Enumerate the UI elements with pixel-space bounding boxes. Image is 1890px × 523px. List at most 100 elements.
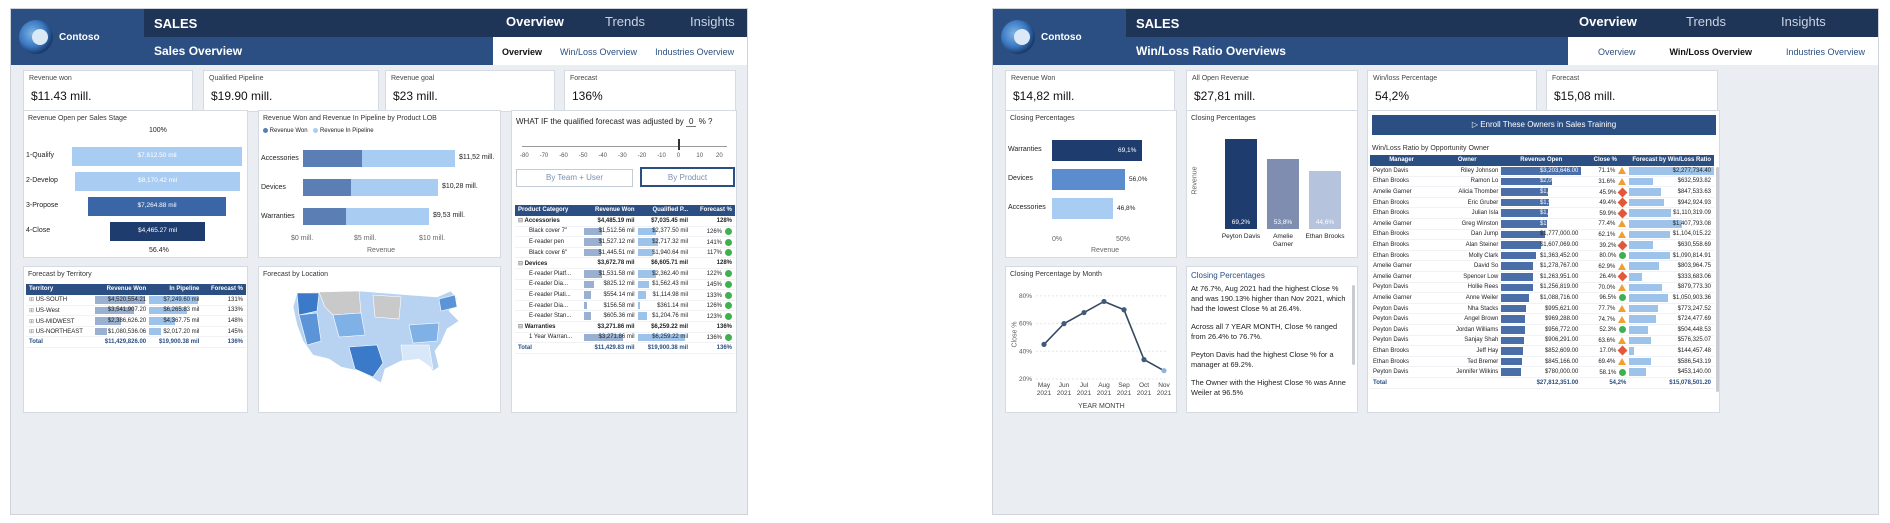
table-row[interactable]: E-reader pen $1,527.12 mil $2,717.32 mil 14… (515, 236, 735, 248)
table-row[interactable]: ⊟ Accessories $4,485.19 mil $7,035.45 mil 1… (515, 215, 735, 227)
col-header[interactable]: Forecast % (202, 284, 246, 295)
lob-bar-won[interactable] (303, 208, 346, 225)
table-row[interactable]: Amelie Garner David So $1,278,767.00 62.9% $… (1370, 260, 1714, 273)
table-row[interactable]: E-reader Dia... $156.58 mil $361.14 mil 126… (515, 300, 735, 312)
table-row[interactable]: Ethan Brooks Julian Isla $1,853,621.00 59.9… (1370, 207, 1714, 220)
col-header[interactable]: Revenue Won (584, 205, 638, 216)
table-row[interactable]: E-reader Stan... $605.36 mil $1,204.76 mil… (515, 310, 735, 323)
col-header[interactable]: Owner (1433, 155, 1502, 166)
table-row[interactable]: ⊟ Devices $3,672.78 mil $6,605.71 mil 128% (515, 257, 735, 270)
subnav-winloss[interactable]: Win/Loss Overview (1669, 47, 1752, 57)
table-row[interactable]: Peyton Davis Jennifer Wilkins $780,000.00 5… (1370, 366, 1714, 378)
lob-bar-pipeline[interactable] (346, 208, 429, 225)
line-point[interactable] (1121, 307, 1127, 313)
lob-bar-won[interactable] (303, 179, 351, 196)
line-point[interactable] (1101, 298, 1107, 305)
table-row[interactable]: ⊟ Warranties $3,271.86 mil $6,259.22 mil 13… (515, 321, 735, 333)
table-row[interactable]: ⊞ US-MIDWEST $2,386,626.20 $4,367.75 mil 14… (26, 315, 246, 327)
table-row[interactable]: E-reader Dia... $825.12 mil $1,562.43 mil 1… (515, 279, 735, 291)
expand-icon[interactable]: ⊟ (518, 218, 525, 225)
table-row[interactable]: Amelie Garner Anne Weiler $1,088,716.00 96.… (1370, 292, 1714, 304)
lob-bar-won[interactable] (303, 150, 362, 167)
table-row[interactable]: Ethan Brooks Jeff Hay $852,609.00 17.0% $144… (1370, 345, 1714, 357)
table-row[interactable]: ⊞ US-NORTHEAST $1,080,536.06 $2,017.20 mil… (26, 326, 246, 338)
table-row[interactable]: Ethan Brooks Dan Jump $1,777,000.00 62.1% $1… (1370, 229, 1714, 241)
nav-tab-insights[interactable]: Insights (1781, 14, 1826, 29)
col-header[interactable]: Qualified P... (637, 205, 692, 216)
vbar-bar[interactable]: 53,8% (1267, 159, 1299, 229)
narrative-scrollbar[interactable] (1352, 285, 1355, 365)
table-row[interactable]: Ethan Brooks Alan Steiner $1,607,069.00 39.… (1370, 239, 1714, 251)
subnav-winloss[interactable]: Win/Loss Overview (560, 47, 638, 57)
table-row[interactable]: Ethan Brooks Ted Bremer $845,166.00 69.4% $5… (1370, 356, 1714, 368)
col-header[interactable]: Forecast % (691, 205, 735, 216)
nav-tab-trends[interactable]: Trends (1686, 14, 1726, 29)
table-row[interactable]: Ethan Brooks Molly Clark $1,363,452.00 80.0… (1370, 250, 1714, 262)
col-header[interactable]: In Pipeline (149, 284, 203, 295)
table-row[interactable]: Amelie Garner Alicia Thomber $1,846,477.00… (1370, 186, 1714, 198)
owner-table-scrollbar[interactable] (1716, 167, 1719, 392)
col-header[interactable]: Forecast by Win/Loss Ratio (1629, 155, 1714, 166)
whatif-slider-track[interactable] (522, 146, 727, 147)
nav-tab-trends[interactable]: Trends (605, 14, 645, 29)
subnav-industries[interactable]: Industries Overview (655, 47, 735, 57)
vbar-bar[interactable]: 44,6% (1309, 171, 1341, 229)
us-map[interactable] (289, 285, 469, 403)
table-row[interactable]: Peyton Davis Hollie Rees $1,256,819.00 70.0… (1370, 282, 1714, 294)
table-row[interactable]: Peyton Davis Sanjay Shah $906,291.00 63.6% $… (1370, 335, 1714, 347)
enroll-button[interactable]: ▷ Enroll These Owners in Sales Training (1372, 115, 1716, 135)
table-row[interactable]: Peyton Davis Nha Stacks $995,621.00 77.7% $7… (1370, 303, 1714, 315)
line-point[interactable] (1141, 357, 1147, 363)
table-row[interactable]: Black cover 6" $1,445.51 mil $1,940.64 mil… (515, 247, 735, 259)
hbar-bar[interactable] (1052, 198, 1113, 219)
lob-bar-pipeline[interactable] (362, 150, 455, 167)
subnav-industries[interactable]: Industries Overview (1785, 47, 1865, 57)
expand-icon[interactable]: ⊟ (518, 324, 525, 331)
table-row[interactable]: E-reader Plati... $554.14 mil $1,114.98 mi… (515, 289, 735, 301)
hbar-bar[interactable] (1052, 140, 1142, 161)
expand-icon[interactable]: ⊞ (29, 329, 36, 336)
line-point[interactable] (1041, 341, 1047, 347)
nav-tab-insights[interactable]: Insights (690, 14, 735, 29)
col-header[interactable]: Close % (1581, 155, 1630, 166)
line-point[interactable] (1161, 368, 1167, 374)
table-row[interactable]: Peyton Davis Angel Brown $969,288.00 74.7% $… (1370, 313, 1714, 325)
col-header[interactable]: Manager (1370, 155, 1434, 166)
col-header[interactable]: Product Category (515, 205, 585, 216)
table-row[interactable]: Ethan Brooks Eric Gruber $1,907,183.00 49.4… (1370, 197, 1714, 209)
by-product-button[interactable]: By Product (640, 167, 735, 187)
whatif-value[interactable]: 0 (686, 117, 697, 127)
nav-tab-overview[interactable]: Overview (1579, 14, 1637, 29)
subnav-overview[interactable]: Overview (502, 47, 543, 57)
expand-icon[interactable]: ⊞ (29, 307, 36, 314)
table-row[interactable]: Amelie Garner Greg Winston $1,833,302.00 77… (1370, 218, 1714, 230)
table-row[interactable]: 1 Year Warran... $3,271.86 mil $6,259.22 m… (515, 332, 735, 344)
month-line-chart[interactable]: 20%40%60%80%May2021Jun2021Jul2021Aug2021… (1006, 267, 1177, 413)
funnel-bar[interactable]: $8,170.42 mil (75, 172, 240, 191)
whatif-slider-handle[interactable] (678, 139, 680, 150)
vbar-bar[interactable]: 69,2% (1225, 139, 1257, 229)
expand-icon[interactable]: ⊞ (29, 318, 36, 325)
funnel-bar[interactable]: $4,465.27 mil (110, 222, 205, 241)
table-row[interactable]: Amelie Garner Spencer Low $1,263,951.00 26.… (1370, 271, 1714, 283)
col-header[interactable]: Territory (26, 284, 95, 295)
table-row[interactable]: E-reader Platf... $1,531.58 mil $2,362.40 … (515, 268, 735, 280)
table-row[interactable]: Ethan Brooks Ramon Lo $2,003,688.00 31.6% $6… (1370, 176, 1714, 188)
table-row[interactable]: Peyton Davis Riley Johnson $3,203,646.00 71… (1370, 165, 1714, 177)
table-row[interactable]: ⊞ US-SOUTH $4,520,554.21 $7,249.60 mil 131% (26, 294, 246, 306)
by-team-user-button[interactable]: By Team + User (516, 169, 633, 187)
hbar-bar[interactable] (1052, 169, 1125, 190)
expand-icon[interactable]: ⊟ (518, 260, 525, 267)
table-row[interactable]: ⊞ US-West $3,541,907.20 $6,265.83 mil 133% (26, 305, 246, 317)
table-row[interactable]: Black cover 7" $1,512.56 mil $2,377.50 mil… (515, 226, 735, 238)
nav-tab-overview[interactable]: Overview (506, 14, 564, 29)
expand-icon[interactable]: ⊞ (29, 297, 36, 304)
line-point[interactable] (1081, 309, 1087, 316)
subnav-overview[interactable]: Overview (1598, 47, 1636, 57)
line-point[interactable] (1061, 321, 1067, 327)
col-header[interactable]: Revenue Open (1501, 155, 1582, 166)
table-row[interactable]: Peyton Davis Jordan Williams $956,772.00 52… (1370, 324, 1714, 336)
funnel-bar[interactable]: $7,612.50 mil (72, 147, 242, 166)
col-header[interactable]: Revenue Won (94, 284, 150, 295)
funnel-bar[interactable]: $7,264.88 mil (88, 197, 226, 216)
